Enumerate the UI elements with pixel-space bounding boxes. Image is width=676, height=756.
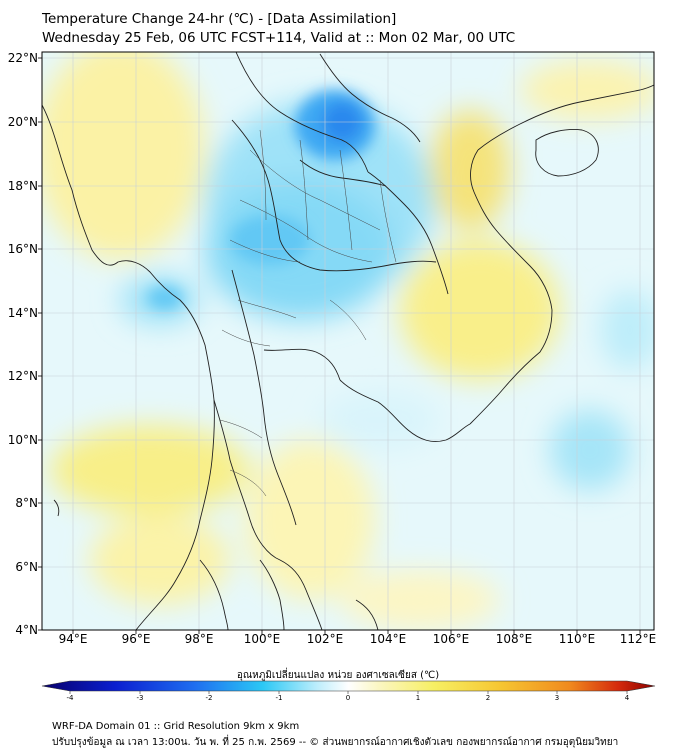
lat-label-22n: 22°N xyxy=(7,51,38,65)
lat-label-12n: 12°N xyxy=(7,369,38,383)
footer-credit: ปรับปรุงข้อมูล ณ เวลา 13:00น. วัน พ. ที่… xyxy=(52,737,619,748)
colorbar-tick-minus1: -1 xyxy=(275,694,283,702)
lon-label-110e: 110°E xyxy=(558,632,596,646)
colorbar-tick-4: 4 xyxy=(624,694,630,702)
colorbar-tick-3: 3 xyxy=(554,694,560,702)
lon-label-112e: 112°E xyxy=(619,632,657,646)
colorbar-tick-minus4: -4 xyxy=(66,694,74,702)
lat-label-8n: 8°N xyxy=(15,496,38,510)
colorbar-tick-minus3: -3 xyxy=(136,694,144,702)
lon-label-102e: 102°E xyxy=(306,632,344,646)
lat-label-10n: 10°N xyxy=(7,433,38,447)
lat-label-16n: 16°N xyxy=(7,242,38,256)
lat-label-4n: 4°N xyxy=(15,623,38,637)
footer-model-info: WRF-DA Domain 01 :: Grid Resolution 9km … xyxy=(52,721,300,732)
colorbar xyxy=(41,680,656,694)
lon-label-98e: 98°E xyxy=(184,632,214,646)
lat-label-14n: 14°N xyxy=(7,306,38,320)
lon-label-94e: 94°E xyxy=(58,632,88,646)
lat-label-18n: 18°N xyxy=(7,179,38,193)
map-title: Temperature Change 24-hr (℃) - [Data Ass… xyxy=(42,11,397,27)
map-subtitle: Wednesday 25 Feb, 06 UTC FCST+114, Valid… xyxy=(42,30,516,46)
lat-label-6n: 6°N xyxy=(15,560,38,574)
coastlines xyxy=(42,52,654,630)
lon-label-96e: 96°E xyxy=(121,632,151,646)
lon-label-106e: 106°E xyxy=(432,632,470,646)
colorbar-tick-minus2: -2 xyxy=(205,694,213,702)
lon-label-100e: 100°E xyxy=(243,632,281,646)
colorbar-title: อุณหภูมิเปลี่ยนแปลง หน่วย องศาเซลเซียส (… xyxy=(236,670,440,681)
colorbar-tick-0: 0 xyxy=(345,694,351,702)
lon-label-108e: 108°E xyxy=(495,632,533,646)
temperature-field xyxy=(42,52,654,630)
lat-label-20n: 20°N xyxy=(7,115,38,129)
colorbar-tick-2: 2 xyxy=(485,694,491,702)
lon-label-104e: 104°E xyxy=(369,632,407,646)
colorbar-tick-1: 1 xyxy=(415,694,421,702)
